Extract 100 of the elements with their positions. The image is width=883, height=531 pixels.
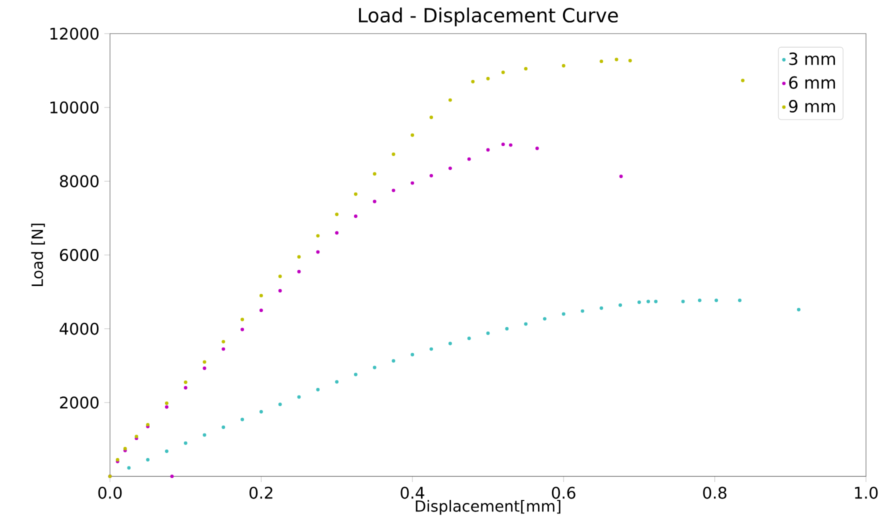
point	[297, 270, 301, 274]
point	[618, 303, 622, 307]
point	[524, 66, 528, 70]
point	[614, 58, 618, 62]
y-tick-label: 6000	[60, 248, 99, 262]
point	[430, 116, 434, 120]
point	[335, 212, 339, 216]
point	[184, 386, 188, 390]
x-axis-title: Displacement[mm]	[416, 500, 560, 515]
point	[637, 300, 641, 304]
point	[448, 166, 452, 170]
point	[471, 80, 475, 84]
point	[681, 300, 685, 304]
point	[542, 317, 546, 321]
point	[222, 426, 226, 429]
y-tick-label: 12000	[50, 28, 99, 40]
point	[796, 308, 800, 312]
point	[316, 250, 320, 254]
y-tick-label: 8000	[60, 175, 99, 188]
point	[170, 474, 174, 478]
point	[354, 214, 358, 218]
point	[501, 142, 505, 146]
point	[698, 298, 702, 302]
point	[240, 418, 244, 422]
point	[278, 402, 282, 406]
point	[222, 347, 226, 351]
point	[335, 380, 339, 384]
point	[580, 309, 584, 313]
y-tick-label: 4000	[60, 322, 99, 335]
point	[600, 60, 604, 64]
point	[430, 347, 434, 351]
point	[335, 231, 339, 235]
point	[222, 340, 226, 344]
point	[316, 388, 320, 392]
point	[486, 76, 490, 80]
point	[600, 306, 604, 310]
point	[259, 294, 263, 298]
x-tick-label: 0.4	[400, 486, 424, 499]
point	[240, 328, 244, 332]
point	[240, 318, 244, 322]
point	[278, 274, 282, 278]
x-tick-label: 0.6	[552, 486, 576, 499]
point	[278, 289, 282, 293]
point	[562, 64, 566, 68]
point	[505, 327, 509, 330]
point	[486, 148, 490, 152]
point	[164, 450, 168, 453]
point	[714, 298, 718, 302]
x-tick-label: 0.2	[250, 486, 272, 499]
point	[486, 331, 490, 335]
point	[741, 78, 745, 82]
legend-label: 3 mm	[789, 52, 835, 66]
legend-label: 9 mm	[789, 100, 835, 113]
x-tick-label: 0.8	[703, 486, 726, 499]
point	[297, 395, 301, 399]
point	[628, 58, 632, 62]
point	[646, 300, 650, 304]
point	[535, 146, 539, 150]
point	[654, 300, 658, 304]
point	[410, 133, 414, 137]
point	[448, 98, 452, 102]
point	[316, 234, 320, 238]
point	[392, 188, 396, 192]
point	[202, 433, 206, 437]
point	[562, 312, 566, 316]
point	[372, 172, 376, 176]
point	[501, 70, 505, 74]
point	[524, 322, 528, 326]
point	[372, 200, 376, 204]
point	[297, 255, 301, 259]
point	[738, 298, 742, 302]
point	[372, 366, 376, 370]
point	[430, 174, 434, 178]
point	[392, 152, 396, 156]
point	[410, 352, 414, 356]
point	[392, 359, 396, 363]
point	[202, 360, 206, 364]
point	[354, 372, 358, 376]
point	[184, 441, 188, 445]
point	[354, 192, 358, 196]
point	[619, 174, 623, 178]
point	[164, 405, 168, 409]
point	[146, 458, 150, 462]
x-tick-label: 0.0	[98, 486, 122, 499]
x-tick-label: 1.0	[855, 486, 878, 499]
point	[184, 380, 188, 384]
point	[508, 143, 512, 147]
point	[410, 181, 414, 185]
point	[467, 336, 471, 340]
point	[127, 466, 131, 470]
y-tick-label: 10000	[50, 101, 99, 114]
point	[202, 366, 206, 370]
chart-title: Load - Displacement Curve	[359, 8, 618, 26]
legend-label: 6 mm	[789, 76, 835, 89]
point	[259, 410, 263, 414]
y-tick-label: 2000	[60, 396, 99, 409]
point	[448, 342, 452, 346]
point	[164, 402, 168, 406]
point	[467, 157, 471, 161]
point	[259, 308, 263, 312]
